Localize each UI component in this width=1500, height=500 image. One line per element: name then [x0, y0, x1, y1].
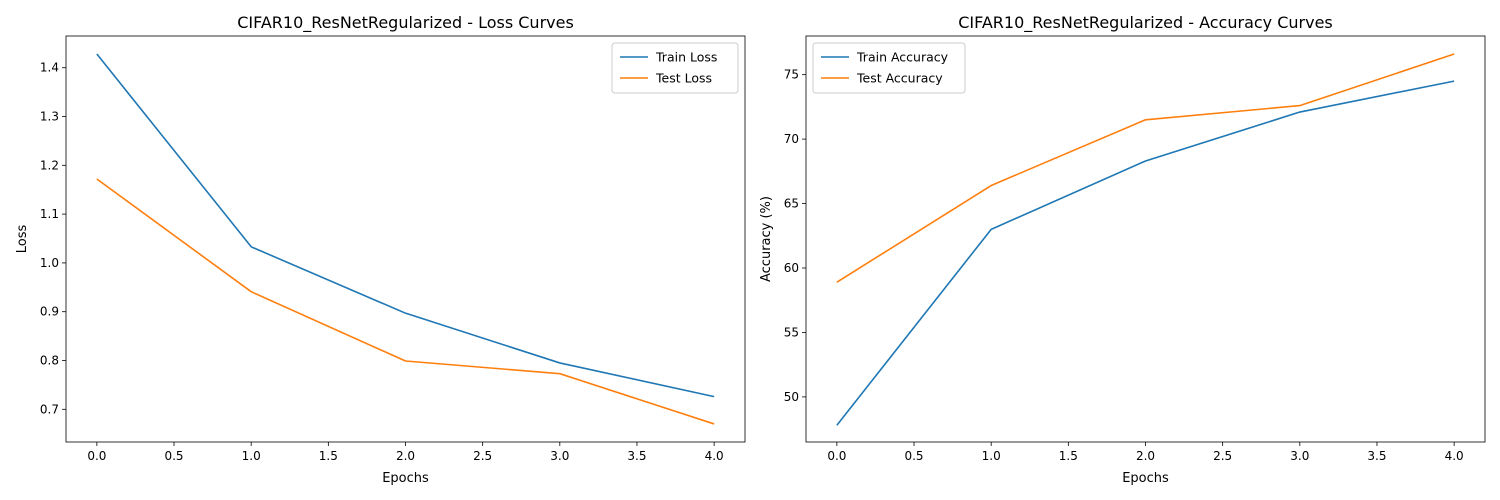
- series-line-2: [96, 178, 715, 425]
- y-tick-label: 70: [784, 132, 799, 146]
- y-tick-label: 0.9: [40, 305, 59, 319]
- y-tick-label: 1.3: [40, 110, 59, 124]
- y-tick-label: 65: [784, 197, 799, 211]
- x-tick-label: 0.5: [164, 449, 183, 463]
- y-tick-label: 1.4: [40, 61, 59, 75]
- plot-frame: [65, 35, 746, 443]
- x-tick-label: 2.5: [1213, 449, 1232, 463]
- y-tick-label: 1.1: [40, 207, 59, 221]
- chart-title: CIFAR10_ResNetRegularized - Loss Curves: [237, 13, 574, 33]
- legend-box: [812, 42, 966, 94]
- y-tick-label: 75: [784, 68, 799, 82]
- y-tick-label: 1.0: [40, 256, 59, 270]
- y-tick-label: 0.7: [40, 402, 59, 416]
- chart-title: CIFAR10_ResNetRegularized - Accuracy Cur…: [958, 13, 1333, 33]
- x-tick-label: 4.0: [705, 449, 724, 463]
- x-tick-label: 1.5: [1059, 449, 1078, 463]
- x-tick-label: 1.5: [319, 449, 338, 463]
- x-axis-label: Epochs: [382, 471, 429, 486]
- legend-label: Test Accuracy: [856, 71, 943, 86]
- x-tick-label: 0.0: [87, 449, 106, 463]
- legend-label: Train Loss: [655, 50, 717, 65]
- legend-label: Train Accuracy: [856, 50, 949, 65]
- y-axis-label: Loss: [15, 225, 30, 254]
- legend: Train Loss Test Loss: [611, 42, 739, 94]
- x-axis-label: Epochs: [1122, 471, 1169, 486]
- chart-2: CIFAR10_ResNetRegularized - Accuracy Cur…: [759, 13, 1486, 486]
- x-tick-label: 4.0: [1445, 449, 1464, 463]
- x-tick-label: 2.0: [396, 449, 415, 463]
- x-tick-label: 0.5: [904, 449, 923, 463]
- x-tick-label: 3.5: [627, 449, 646, 463]
- legend-box: [611, 42, 739, 94]
- y-tick-label: 55: [784, 325, 799, 339]
- x-tick-label: 3.0: [1290, 449, 1309, 463]
- chart-1: CIFAR10_ResNetRegularized - Loss Curves 0…: [15, 13, 746, 486]
- y-tick-label: 50: [784, 390, 799, 404]
- plot-frame: [805, 35, 1486, 443]
- x-tick-label: 2.0: [1136, 449, 1155, 463]
- x-tick-label: 1.0: [242, 449, 261, 463]
- y-tick-label: 1.2: [40, 158, 59, 172]
- x-tick-label: 1.0: [982, 449, 1001, 463]
- y-tick-label: 60: [784, 261, 799, 275]
- legend-label: Test Loss: [655, 71, 712, 86]
- x-tick-label: 0.0: [827, 449, 846, 463]
- x-tick-label: 3.5: [1367, 449, 1386, 463]
- series-line-1: [96, 53, 715, 398]
- y-axis-label: Accuracy (%): [759, 196, 774, 282]
- y-tick-label: 0.8: [40, 354, 59, 368]
- x-tick-label: 2.5: [473, 449, 492, 463]
- x-tick-label: 3.0: [550, 449, 569, 463]
- legend: Train Accuracy Test Accuracy: [812, 42, 966, 94]
- series-line-1: [836, 80, 1455, 426]
- series-line-2: [836, 53, 1455, 283]
